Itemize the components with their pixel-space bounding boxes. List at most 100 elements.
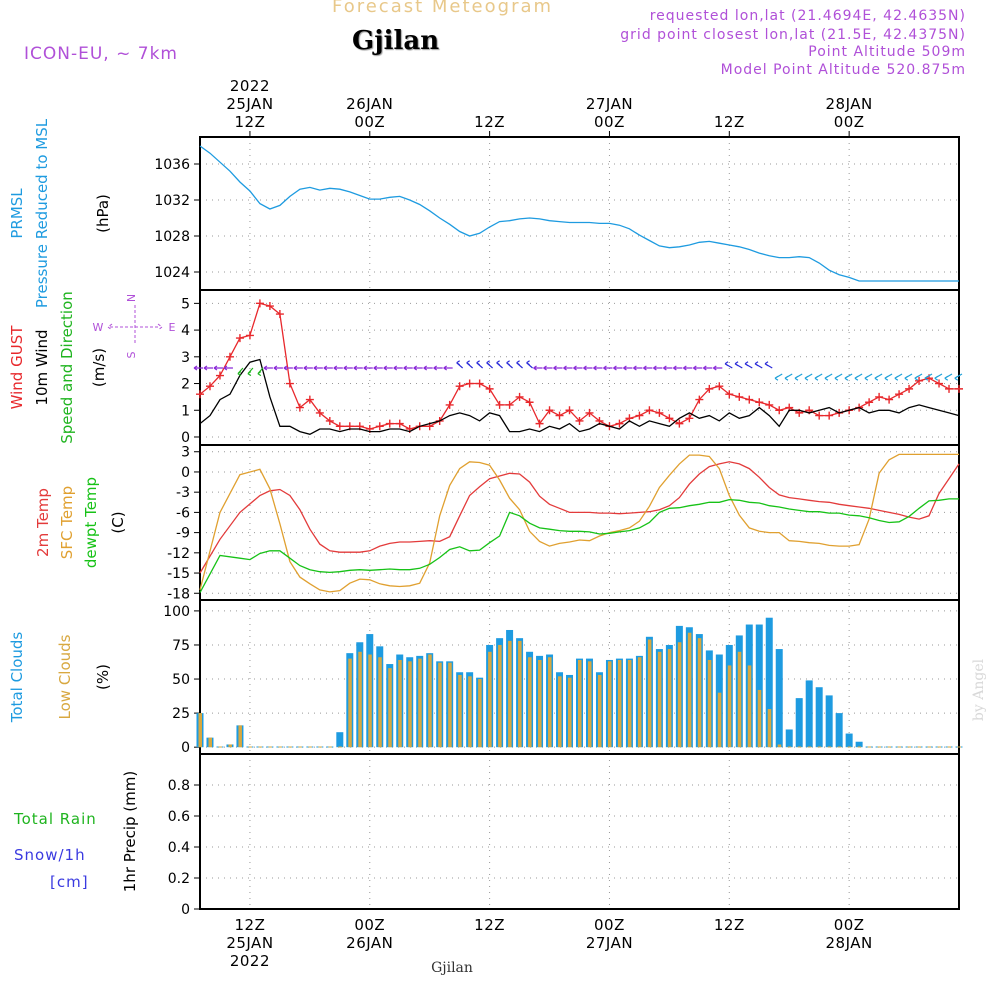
panel-label: Pressure Reduced to MSL: [33, 118, 51, 308]
bottom-time-label: 2022: [230, 952, 270, 970]
gust-marker: [385, 419, 394, 428]
low-cloud-bar: [378, 657, 382, 748]
y-tick-label: 0: [181, 902, 190, 918]
gust-marker: [315, 408, 324, 417]
panel-label: dewpt Temp: [82, 477, 100, 568]
wind-arrow: [213, 365, 223, 371]
wind-arrow: [754, 361, 763, 369]
panel-label: 10m Wind: [33, 329, 51, 405]
gust-marker: [275, 310, 284, 319]
low-cloud-bar: [597, 674, 602, 748]
wind-arrow: [593, 365, 603, 371]
gust-marker: [455, 382, 464, 391]
wind-arrow: [643, 365, 653, 371]
low-cloud-bar: [927, 746, 932, 748]
y-tick-label: 5: [181, 296, 190, 312]
y-tick-label: -15: [167, 566, 190, 582]
gust-marker: [755, 398, 764, 407]
wind-arrow: [383, 365, 393, 371]
gust-marker: [205, 382, 214, 391]
unit-label: (m/s): [90, 348, 108, 387]
low-cloud-bar: [867, 746, 872, 748]
wind-arrow: [456, 360, 464, 369]
low-cloud-bar: [228, 744, 232, 748]
wind-arrow: [516, 360, 523, 369]
wind-arrow: [702, 365, 713, 371]
wind-arrow: [623, 365, 633, 371]
bottom-time-label: 26JAN: [346, 934, 393, 952]
total-cloud-bar: [785, 729, 793, 748]
panel-frame: [199, 136, 960, 291]
gust-marker: [685, 414, 694, 423]
panel-frame: [199, 444, 960, 601]
top-time-label: 12Z: [474, 113, 505, 131]
gust-marker: [555, 411, 564, 420]
gust-marker: [865, 398, 874, 407]
low-cloud-bar: [498, 644, 502, 748]
y-tick-label: -3: [176, 485, 190, 501]
low-cloud-bar: [837, 746, 842, 748]
low-cloud-bar: [578, 659, 582, 748]
gust-marker: [215, 371, 224, 380]
gust-marker: [885, 395, 894, 404]
low-cloud-bar: [807, 746, 812, 748]
gust-marker: [935, 379, 944, 388]
panel-label: [cm]: [50, 873, 89, 891]
wind-arrow: [343, 365, 353, 371]
low-cloud-bar: [428, 654, 432, 748]
wind-arrow: [794, 373, 803, 381]
wind-arrow: [203, 365, 213, 371]
wind-arrow: [633, 365, 643, 371]
wind-arrow: [223, 365, 233, 371]
low-cloud-bar: [248, 746, 252, 748]
low-cloud-bar: [198, 713, 202, 748]
y-tick-label: 0.2: [168, 871, 190, 887]
gust-marker: [495, 400, 504, 409]
compass-west: W: [93, 321, 104, 334]
wind-arrow: [804, 373, 813, 381]
top-time-label: 27JAN: [586, 95, 633, 113]
unit-label: 1hr Precip (mm): [121, 771, 139, 892]
low-cloud-bar: [258, 746, 262, 748]
low-cloud-bar: [508, 640, 512, 748]
low-cloud-bar: [777, 744, 782, 748]
gust-marker: [645, 406, 654, 415]
gust-marker: [535, 419, 544, 428]
wind-arrow: [874, 373, 883, 381]
subtitle: Forecast Meteogram: [332, 0, 554, 17]
wind-arrow: [834, 373, 843, 381]
low-cloud-bar: [587, 661, 592, 748]
wind-arrow: [413, 365, 423, 371]
top-time-label: 00Z: [354, 113, 385, 131]
gust-marker: [375, 422, 384, 431]
y-tick-label: 0.6: [168, 809, 190, 825]
gust-marker: [915, 376, 924, 385]
wind-arrow: [237, 367, 244, 377]
watermark: by Angel: [971, 658, 987, 721]
wind-arrow: [263, 365, 273, 371]
low-cloud-bar: [877, 746, 882, 748]
top-time-label: 26JAN: [346, 95, 393, 113]
series-line: [199, 461, 960, 574]
low-cloud-bar: [707, 659, 712, 748]
gust-marker: [265, 302, 274, 311]
top-time-label: 12Z: [234, 113, 265, 131]
y-tick-label: 1036: [154, 157, 190, 173]
top-time-label: 00Z: [834, 113, 865, 131]
series-line: [199, 145, 959, 282]
gust-marker: [815, 411, 824, 420]
panel-2: -18 -15 -12 -9 -6 -3 0 3 2m Temp SFC Temp dewpt Te…: [34, 444, 960, 602]
panel-label: Wind GUST: [8, 325, 26, 410]
series-line: [199, 498, 959, 593]
low-cloud-bar: [767, 709, 772, 748]
y-tick-label: 100: [163, 604, 190, 620]
low-cloud-bar: [907, 746, 912, 748]
panel-label: SFC Temp: [58, 486, 76, 559]
gust-marker: [675, 419, 684, 428]
bottom-time-label: 00Z: [354, 916, 385, 934]
compass-south: S: [125, 351, 138, 358]
gust-marker: [585, 408, 594, 417]
low-cloud-bar: [368, 654, 372, 748]
wind-arrow: [854, 373, 863, 381]
